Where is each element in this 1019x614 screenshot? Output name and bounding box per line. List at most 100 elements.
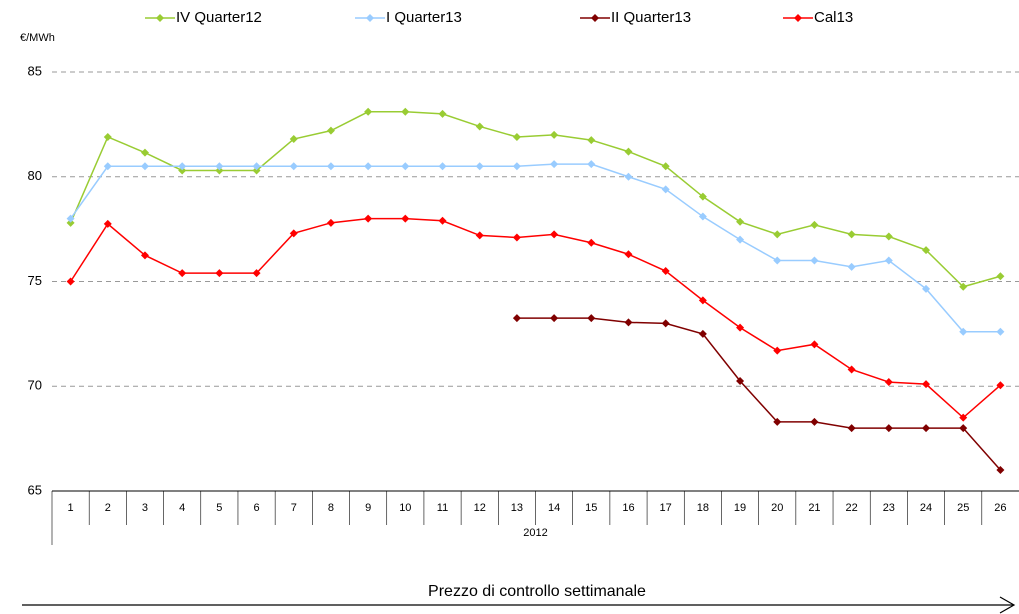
legend-marker [366, 14, 374, 22]
x-tick-label: 6 [253, 502, 259, 514]
x-group-label: 2012 [523, 527, 547, 539]
x-tick-label: 10 [399, 502, 411, 514]
data-point [698, 192, 707, 201]
x-tick-label: 2 [105, 502, 111, 514]
data-point [364, 214, 373, 223]
data-point [438, 216, 447, 225]
data-point [959, 424, 968, 433]
data-point [103, 219, 112, 228]
data-point [550, 230, 559, 239]
data-point [959, 282, 968, 291]
data-point [959, 327, 968, 336]
data-point [624, 147, 633, 156]
data-point [810, 220, 819, 229]
data-point [810, 417, 819, 426]
data-point [922, 380, 931, 389]
data-point [773, 417, 782, 426]
data-point [512, 132, 521, 141]
data-point [996, 327, 1005, 336]
data-point [847, 262, 856, 271]
data-point [624, 250, 633, 259]
x-tick-label: 18 [697, 502, 709, 514]
data-point [661, 162, 670, 171]
data-point [550, 130, 559, 139]
data-point [773, 230, 782, 239]
y-tick-label: 75 [28, 273, 42, 288]
data-point [922, 284, 931, 293]
data-point [66, 218, 75, 227]
data-point [252, 162, 261, 171]
data-point [698, 296, 707, 305]
data-point [140, 251, 149, 260]
x-tick-label: 20 [771, 502, 783, 514]
data-point [326, 218, 335, 227]
data-point [736, 235, 745, 244]
data-point [438, 162, 447, 171]
x-tick-label: 1 [68, 502, 74, 514]
data-point [326, 162, 335, 171]
x-tick-label: 8 [328, 502, 334, 514]
data-point [103, 162, 112, 171]
x-tick-label: 4 [179, 502, 185, 514]
data-point [698, 329, 707, 338]
y-unit: €/MWh [20, 32, 55, 44]
series-line [516, 317, 1001, 471]
x-tick-label: 11 [437, 502, 448, 514]
data-point [215, 269, 224, 278]
data-point [364, 162, 373, 171]
data-point [215, 166, 224, 175]
data-point [922, 246, 931, 255]
data-point [624, 318, 633, 327]
data-point [401, 162, 410, 171]
x-tick-label: 23 [883, 502, 895, 514]
data-point [178, 162, 187, 171]
data-point [475, 162, 484, 171]
data-point [438, 109, 447, 118]
data-point [587, 314, 596, 323]
data-point [364, 107, 373, 116]
y-tick-label: 80 [28, 168, 42, 183]
data-point [884, 378, 893, 387]
data-point [215, 162, 224, 171]
data-point [252, 269, 261, 278]
data-point [884, 424, 893, 433]
x-tick-label: 12 [474, 502, 486, 514]
data-point [996, 466, 1005, 475]
data-point [401, 214, 410, 223]
legend-label: IV Quarter12 [176, 9, 262, 26]
x-tick-label: 15 [585, 502, 597, 514]
x-tick-label: 13 [511, 502, 523, 514]
data-point [847, 230, 856, 239]
data-point [810, 340, 819, 349]
data-point [66, 277, 75, 286]
legend-marker [156, 14, 164, 22]
series-line [69, 217, 1001, 419]
x-tick-label: 19 [734, 502, 746, 514]
data-point [587, 136, 596, 145]
data-point [884, 232, 893, 241]
data-point [140, 148, 149, 157]
x-tick-label: 16 [622, 502, 634, 514]
x-tick-label: 25 [957, 502, 969, 514]
data-point [773, 256, 782, 265]
data-point [326, 126, 335, 135]
data-point [103, 132, 112, 141]
data-point [736, 217, 745, 226]
y-tick-label: 70 [28, 378, 42, 393]
data-point [661, 319, 670, 328]
data-point [661, 267, 670, 276]
data-point [289, 162, 298, 171]
data-point [847, 424, 856, 433]
series-line [69, 163, 1001, 333]
legend-label: I Quarter13 [386, 9, 462, 26]
data-point [550, 314, 559, 323]
data-point [550, 160, 559, 169]
x-tick-label: 24 [920, 502, 932, 514]
data-point [959, 413, 968, 422]
data-point [140, 162, 149, 171]
data-point [289, 135, 298, 144]
x-tick-label: 9 [365, 502, 371, 514]
data-point [884, 256, 893, 265]
data-point [475, 122, 484, 131]
data-point [587, 238, 596, 247]
